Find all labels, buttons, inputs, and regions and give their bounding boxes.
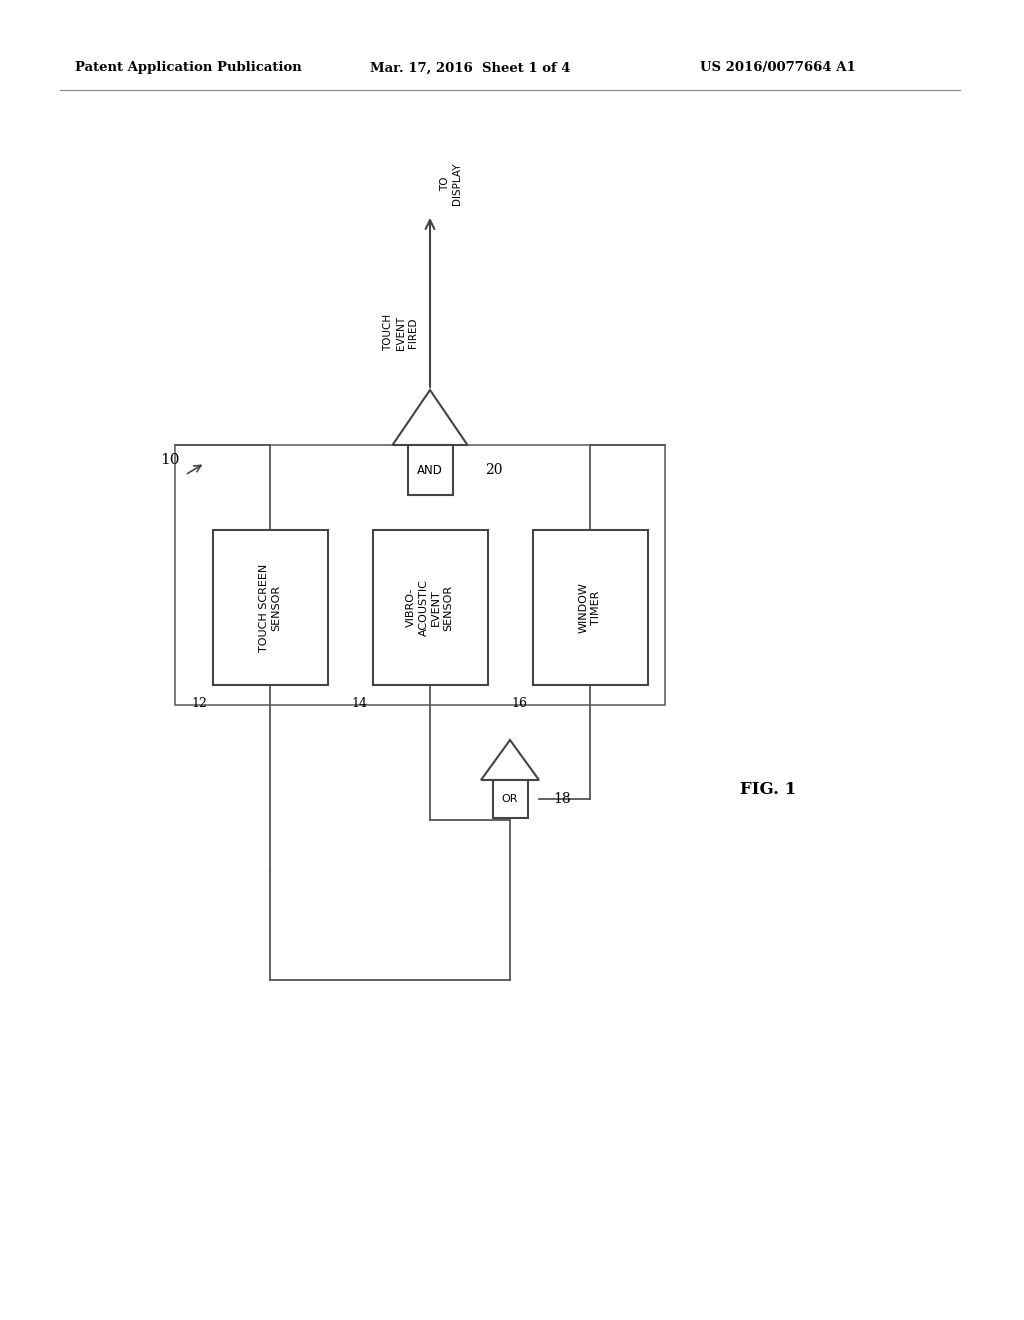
Text: 20: 20: [485, 463, 503, 477]
Bar: [373, 531, 487, 685]
Text: AND: AND: [417, 463, 443, 477]
Text: US 2016/0077664 A1: US 2016/0077664 A1: [700, 62, 856, 74]
Text: VIBRO-
ACOUSTIC
EVENT
SENSOR: VIBRO- ACOUSTIC EVENT SENSOR: [407, 579, 454, 636]
Text: FIG. 1: FIG. 1: [740, 781, 797, 799]
Text: TO
DISPLAY: TO DISPLAY: [440, 162, 463, 205]
Bar: [408, 445, 453, 495]
Text: 12: 12: [191, 697, 208, 710]
Bar: [493, 780, 527, 818]
Text: Mar. 17, 2016  Sheet 1 of 4: Mar. 17, 2016 Sheet 1 of 4: [370, 62, 570, 74]
Text: OR: OR: [502, 795, 518, 804]
Bar: [532, 531, 647, 685]
Text: 14: 14: [351, 697, 368, 710]
Text: WINDOW
TIMER: WINDOW TIMER: [579, 582, 601, 632]
Text: TOUCH
EVENT
FIRED: TOUCH EVENT FIRED: [383, 314, 418, 351]
Text: TOUCH SCREEN
SENSOR: TOUCH SCREEN SENSOR: [259, 564, 282, 652]
Text: 18: 18: [553, 792, 570, 807]
Text: 16: 16: [512, 697, 527, 710]
Text: 10: 10: [161, 453, 180, 467]
Text: Patent Application Publication: Patent Application Publication: [75, 62, 302, 74]
Bar: [175, 445, 665, 705]
Bar: [213, 531, 328, 685]
Polygon shape: [481, 741, 539, 780]
Polygon shape: [392, 389, 468, 445]
